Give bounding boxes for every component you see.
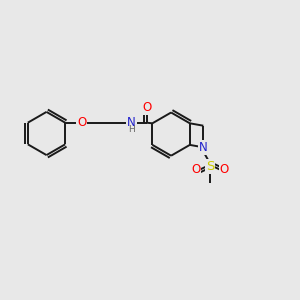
Text: N: N (199, 141, 208, 154)
Text: O: O (142, 100, 151, 114)
Text: O: O (220, 163, 229, 176)
Text: S: S (206, 160, 214, 173)
Text: N: N (127, 116, 136, 129)
Text: H: H (128, 125, 135, 134)
Text: O: O (191, 163, 200, 176)
Text: O: O (77, 116, 86, 129)
